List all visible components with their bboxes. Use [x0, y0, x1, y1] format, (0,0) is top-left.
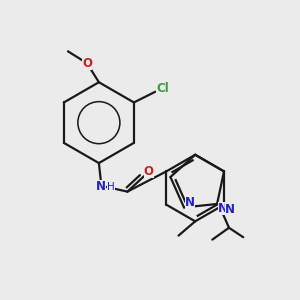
Text: H: H: [107, 182, 115, 192]
Text: N: N: [185, 196, 195, 209]
Text: N: N: [96, 180, 106, 194]
Text: N: N: [225, 203, 235, 216]
Text: Cl: Cl: [156, 82, 169, 95]
Text: O: O: [144, 165, 154, 178]
Text: O: O: [82, 57, 92, 70]
Text: N: N: [218, 202, 228, 215]
